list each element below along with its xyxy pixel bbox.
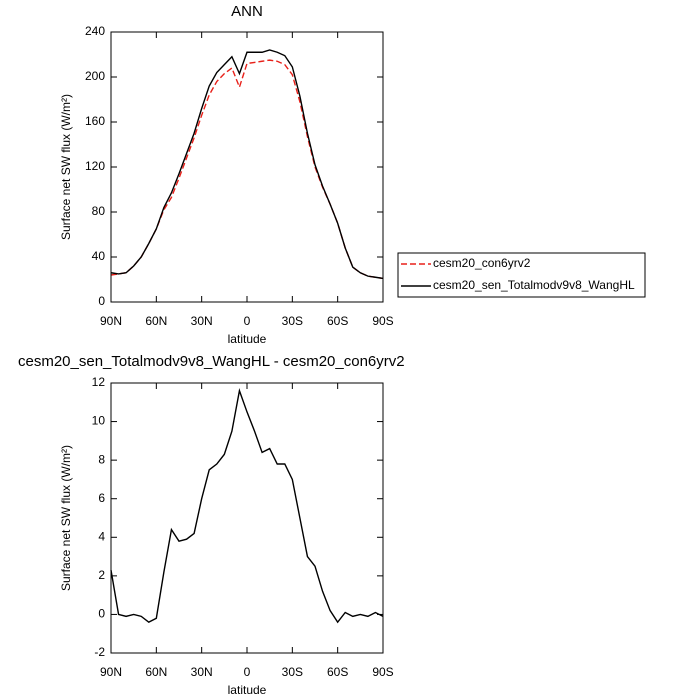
y-tick-label: 8 (98, 452, 105, 466)
legend-box (397, 252, 646, 298)
chart-title: ANN (231, 3, 263, 20)
y-tick-label: 120 (85, 159, 105, 173)
y-tick-label: 200 (85, 69, 105, 83)
y-tick-label: 0 (98, 607, 105, 621)
series-line (110, 49, 384, 280)
y-tick-label: -2 (94, 645, 105, 659)
series-line (110, 388, 384, 624)
chart-title: cesm20_sen_Totalmodv9v8_WangHL - cesm20_… (18, 353, 405, 370)
x-tick-label: 90S (372, 665, 393, 679)
legend-label: cesm20_sen_Totalmodv9v8_WangHL (433, 278, 635, 292)
y-tick-label: 2 (98, 568, 105, 582)
x-tick-label: 0 (244, 314, 251, 328)
y-tick-label: 6 (98, 491, 105, 505)
x-tick-label: 0 (244, 665, 251, 679)
x-tick-label: 60N (145, 314, 167, 328)
x-tick-label: 90S (372, 314, 393, 328)
x-tick-label: 90N (100, 665, 122, 679)
plot-frame (110, 382, 384, 654)
x-tick-label: 30S (282, 314, 303, 328)
y-tick-label: 10 (92, 414, 106, 428)
x-tick-label: 60N (145, 665, 167, 679)
x-tick-label: 30N (191, 314, 213, 328)
x-tick-label: 30S (282, 665, 303, 679)
x-axis-label: latitude (228, 332, 267, 346)
y-axis-label: Surface net SW flux (W/m²) (59, 445, 73, 591)
y-tick-label: 240 (85, 24, 105, 38)
x-tick-label: 60S (327, 665, 348, 679)
x-axis-label: latitude (228, 683, 267, 697)
series-line (110, 59, 384, 280)
x-tick-label: 90N (100, 314, 122, 328)
y-tick-label: 40 (92, 249, 106, 263)
y-tick-label: 80 (92, 204, 106, 218)
legend-label: cesm20_con6yrv2 (433, 256, 531, 270)
x-tick-label: 30N (191, 665, 213, 679)
y-tick-label: 4 (98, 529, 105, 543)
y-tick-label: 160 (85, 114, 105, 128)
y-tick-label: 12 (92, 375, 106, 389)
y-tick-label: 0 (98, 294, 105, 308)
x-tick-label: 60S (327, 314, 348, 328)
y-axis-label: Surface net SW flux (W/m²) (59, 94, 73, 240)
plot-frame (110, 31, 384, 303)
